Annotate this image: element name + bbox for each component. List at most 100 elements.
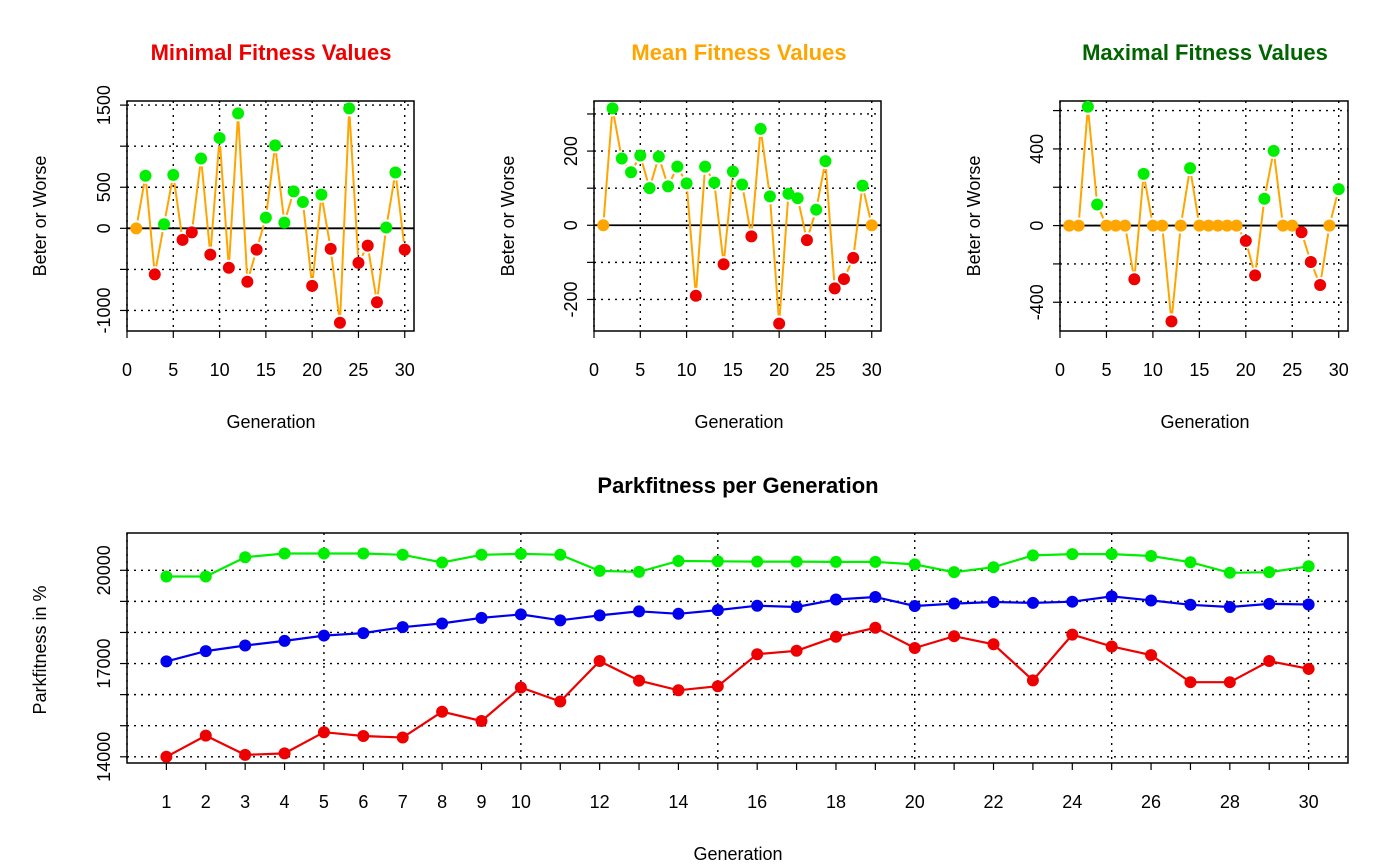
x-tick-label: 14 — [668, 792, 688, 812]
series-line-segment — [155, 231, 164, 267]
y-tick-label: -400 — [1027, 284, 1047, 320]
series-point — [987, 561, 1000, 574]
series-point — [908, 600, 921, 613]
data-point — [148, 268, 161, 281]
series-line-segment — [1264, 158, 1274, 192]
series-point — [1145, 649, 1158, 662]
series-point — [1066, 595, 1079, 608]
x-tick-label: 0 — [122, 360, 132, 380]
data-point — [726, 165, 739, 178]
series-point — [829, 593, 842, 606]
chart-title-maximal: Maximal Fitness Values — [1082, 40, 1328, 65]
series-line-segment — [742, 192, 751, 229]
x-tick-label: 30 — [862, 360, 882, 380]
plot-area-maximal: -400 0 400 0 5 10 15 20 25 30 — [1027, 100, 1349, 380]
series-line-segment — [1255, 206, 1265, 268]
data-point — [389, 166, 402, 179]
series-line-segment — [1302, 239, 1310, 255]
series-line-segment — [650, 164, 658, 181]
y-tick-label: 0 — [561, 220, 581, 230]
data-point — [1249, 269, 1262, 282]
data-point — [1072, 219, 1085, 232]
plot-area-mean: -200 0 200 0 5 10 15 20 25 30 — [561, 100, 882, 380]
series-point — [475, 611, 488, 624]
series-point — [160, 655, 173, 668]
data-point — [763, 190, 776, 203]
x-tick-label: 5 — [1101, 360, 1111, 380]
series-line-segment — [660, 163, 667, 179]
series-point — [593, 609, 606, 622]
data-point — [1221, 219, 1234, 232]
series-point — [239, 639, 252, 652]
data-point — [819, 155, 832, 168]
series-point — [199, 645, 212, 658]
data-point — [1211, 219, 1224, 232]
series-point — [475, 715, 488, 728]
series-point — [239, 748, 252, 761]
x-tick-label: 28 — [1220, 792, 1240, 812]
data-point — [1193, 219, 1206, 232]
series-line-segment — [376, 235, 387, 295]
data-point — [333, 316, 346, 329]
data-point — [213, 131, 226, 144]
data-point — [1174, 219, 1187, 232]
data-point — [1184, 162, 1197, 175]
series-line-segment — [1330, 196, 1338, 219]
series-line-segment — [1144, 181, 1153, 218]
series-line-segment — [191, 166, 202, 225]
series-point — [790, 644, 803, 657]
x-tick-label: 20 — [302, 360, 322, 380]
series-point — [751, 648, 764, 661]
series-point — [869, 621, 882, 634]
series-point — [554, 695, 567, 708]
x-tick-label: 26 — [1141, 792, 1161, 812]
series-point — [1105, 548, 1118, 561]
series-line-segment — [1239, 231, 1243, 235]
series-line-segment — [1087, 114, 1098, 197]
series-point — [1263, 566, 1276, 579]
chart-title-minimal: Minimal Fitness Values — [151, 40, 392, 65]
series-line-segment — [285, 198, 293, 216]
series-line-segment — [602, 116, 613, 218]
data-point — [810, 203, 823, 216]
x-tick-label: 0 — [589, 360, 599, 380]
x-tick-label: 30 — [395, 360, 415, 380]
series-line-segment — [145, 183, 156, 267]
x-tick-label: 22 — [984, 792, 1004, 812]
series-point — [751, 599, 764, 612]
data-point — [1109, 219, 1122, 232]
x-tick-label: 6 — [358, 792, 368, 812]
x-tick-label: 25 — [815, 360, 835, 380]
data-point — [306, 279, 319, 292]
data-point — [241, 275, 254, 288]
y-tick-label: 1500 — [94, 85, 114, 125]
series-point — [1184, 676, 1197, 689]
x-axis-label-minimal: Generation — [226, 412, 315, 432]
series-point — [1026, 549, 1039, 562]
y-tick-label: 0 — [94, 223, 114, 233]
x-tick-label: 5 — [319, 792, 329, 812]
data-point — [708, 176, 721, 189]
series-line-segment — [321, 202, 331, 242]
series-point — [160, 750, 173, 763]
data-point — [269, 139, 282, 152]
data-point — [195, 152, 208, 165]
series-point — [199, 570, 212, 583]
series-point — [396, 548, 409, 561]
series-line-segment — [200, 166, 211, 247]
series-line-segment — [751, 136, 761, 229]
series-point — [672, 684, 685, 697]
series-point — [869, 555, 882, 568]
series-line-segment — [228, 121, 239, 260]
series-line-segment — [853, 193, 863, 251]
x-tick-label: 10 — [1143, 360, 1163, 380]
x-tick-label: 24 — [1062, 792, 1082, 812]
series-point — [436, 705, 449, 718]
series-point — [475, 548, 488, 561]
data-point — [634, 149, 647, 162]
data-point — [1100, 219, 1113, 232]
x-tick-label: 0 — [1055, 360, 1065, 380]
y-axis-label-maximal: Beter or Worse — [964, 156, 984, 277]
series-point — [278, 547, 291, 560]
series-point — [357, 627, 370, 640]
